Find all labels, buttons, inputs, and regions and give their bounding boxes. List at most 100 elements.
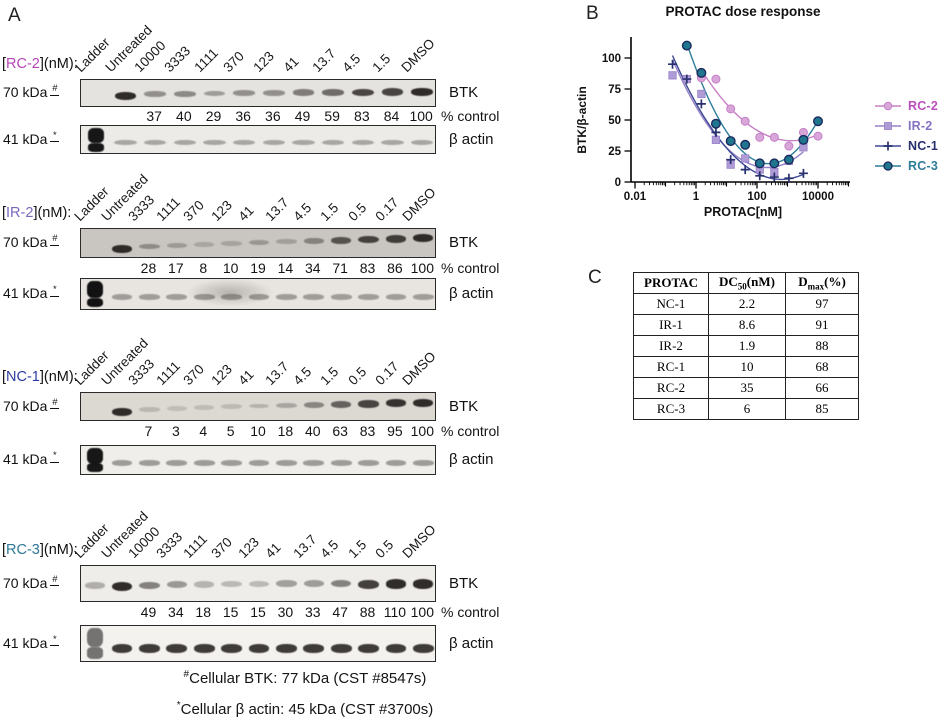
footnote-text: Cellular BTK: 77 kDa (CST #8547s) <box>189 670 427 687</box>
percent-control-value: 15 <box>250 604 266 620</box>
btk-blot-image <box>80 228 436 258</box>
lane-label: 1111 <box>190 45 221 75</box>
data-point-rc-2 <box>755 132 765 142</box>
lane-label: 13.7 <box>309 45 339 75</box>
btk-band-label: BTK <box>449 574 479 592</box>
lane-label: 0.17 <box>372 358 402 388</box>
data-point-rc-3 <box>725 136 736 147</box>
percent-control-value: 59 <box>324 108 340 124</box>
data-point-rc-2 <box>726 104 736 114</box>
footnote-actin: *Cellular β actin: 45 kDa (CST #3700s) <box>55 692 555 720</box>
ladder-marker-blob <box>86 448 103 464</box>
header-text: DC <box>719 274 738 290</box>
percent-control-value: 40 <box>176 108 192 124</box>
actin-band-label: β actin <box>449 634 494 652</box>
percent-control-row: % control 28 17 8 10 19 14 34 71 83 86 100 <box>0 260 558 276</box>
actin-band <box>358 643 379 653</box>
actin-band <box>193 460 215 466</box>
actin-band <box>292 139 315 145</box>
percent-control-value: 19 <box>250 260 266 276</box>
dc50-cell: 10 <box>708 356 786 378</box>
btk-band <box>358 400 379 408</box>
lane-label: 370 <box>208 534 235 561</box>
ladder-marker-blob <box>86 297 103 308</box>
btk-band <box>166 406 187 411</box>
dmax-cell: 66 <box>785 377 859 399</box>
percent-control-value: 8 <box>199 260 208 276</box>
actin-band-label: β actin <box>449 285 494 302</box>
table-header-cell: PROTAC <box>633 272 709 294</box>
header-subscript: max <box>807 281 825 292</box>
percent-control-value: 47 <box>332 604 348 620</box>
percent-control-value: 40 <box>304 423 321 439</box>
footnote-btk: #Cellular BTK: 77 kDa (CST #8547s) <box>55 661 555 692</box>
actin-band <box>330 460 352 466</box>
percent-control-value: 34 <box>304 260 321 276</box>
lane-label: 370 <box>180 361 208 388</box>
compound-name: RC-2 <box>6 56 40 72</box>
legend-marker-square <box>875 122 901 130</box>
data-point-nc-1 <box>682 74 692 84</box>
compound-name: IR-2 <box>6 205 34 221</box>
data-point-rc-3 <box>681 40 692 51</box>
lane-label: 0.17 <box>372 194 402 224</box>
lane-label: DMSO <box>399 184 439 224</box>
btk-band <box>262 89 285 96</box>
percent-control-row: % control 37 40 29 36 36 49 59 83 84 100 <box>0 108 558 124</box>
table-header-cell: Dmax(%) <box>785 272 859 294</box>
data-point-rc-2 <box>813 131 823 141</box>
data-point-rc-3 <box>812 116 823 127</box>
percent-control-row: % control 7 3 4 5 10 18 40 63 83 95 100 <box>0 423 558 439</box>
bracket-open: [ <box>2 369 7 385</box>
protac-name-cell: RC-1 <box>633 356 709 378</box>
percent-control-value: 95 <box>387 423 403 439</box>
mw-marker-41kda: 41 kDa * <box>3 634 60 651</box>
legend-marker-circle <box>875 101 901 111</box>
btk-band <box>358 579 379 589</box>
lane-label: 1111 <box>153 194 183 224</box>
mw-marker-symbol: * <box>50 634 60 646</box>
data-point-rc-3 <box>769 158 780 169</box>
mw-marker-symbol: * <box>50 285 60 297</box>
data-point-rc-3 <box>696 67 707 78</box>
actin-band <box>232 139 256 145</box>
mw-marker-41kda: 41 kDa * <box>3 451 60 467</box>
x-tick-label: 1 <box>693 191 700 203</box>
btk-band-label: BTK <box>449 84 479 101</box>
btk-band <box>84 582 105 589</box>
fit-curve-ir-2 <box>671 59 804 169</box>
data-point-rc-3 <box>798 134 809 145</box>
results-table-wrap: PROTAC DC50(nM) Dmax(%) NC-1 2.2 97 IR-1 8.6 91… <box>633 272 859 420</box>
actin-band <box>173 139 197 145</box>
ladder-marker-blob <box>86 647 103 659</box>
btk-band <box>331 237 352 244</box>
actin-blot-image <box>80 125 436 154</box>
actin-band <box>143 139 167 145</box>
lane-label: 1.5 <box>368 51 393 75</box>
lane-label: 4.5 <box>290 364 315 388</box>
mw-marker-70kda: 70 kDa # <box>3 397 60 414</box>
percent-control-value: 7 <box>144 423 153 439</box>
bracket-open: [ <box>2 542 7 558</box>
chart-title: PROTAC dose response <box>665 4 821 19</box>
actin-band <box>114 139 137 145</box>
mw-marker-symbol: * <box>50 451 60 463</box>
btk-band-label: BTK <box>449 234 479 251</box>
protac-name-cell: IR-2 <box>633 335 709 357</box>
data-point-rc-2 <box>740 116 750 126</box>
ladder-marker-blob <box>86 628 103 648</box>
mw-marker-41kda: 41 kDa * <box>3 130 60 147</box>
actin-band <box>412 460 434 466</box>
btk-band <box>292 89 315 96</box>
y-tick-label: 25 <box>608 146 621 158</box>
lane-label: 41 <box>235 366 257 388</box>
data-point-nc-1 <box>798 168 808 178</box>
data-point-rc-3 <box>710 118 721 129</box>
actin-band <box>221 460 242 466</box>
btk-blot-image <box>80 392 436 421</box>
mw-marker-text: 41 kDa <box>3 634 48 651</box>
data-point-rc-2 <box>769 132 779 142</box>
bracket-open: [ <box>2 205 7 221</box>
unit-suffix: ](nM): <box>39 369 78 385</box>
y-tick-label: 100 <box>602 53 621 65</box>
